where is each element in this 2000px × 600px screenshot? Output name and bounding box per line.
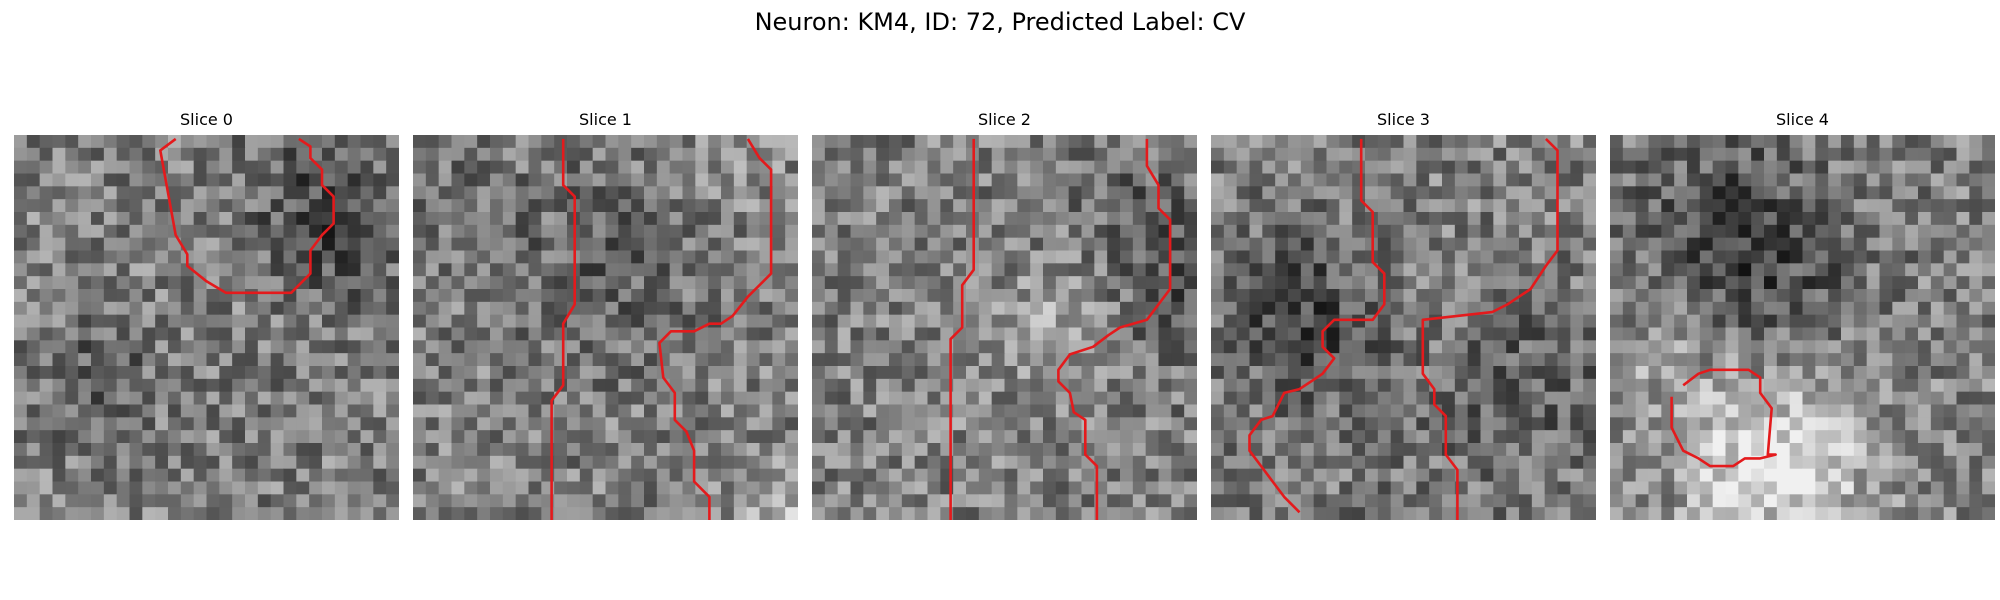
slice-image-0: [14, 135, 399, 520]
pixel-texture: [413, 135, 798, 520]
segmentation-contour-0: [949, 138, 975, 520]
slice-title-2: Slice 2: [978, 110, 1031, 129]
segmentation-contour-1: [658, 138, 773, 520]
slice-panel-4: Slice 4: [1610, 109, 1995, 520]
segmentation-contour-0: [550, 138, 576, 520]
figure-title: Neuron: KM4, ID: 72, Predicted Label: CV: [754, 8, 1246, 36]
segmentation-contour-0: [1670, 368, 1777, 468]
pixel-texture: [812, 135, 1197, 520]
segmentation-contour-0: [1248, 138, 1386, 514]
slice-panel-2: Slice 2: [812, 109, 1197, 520]
pixel-texture: [1211, 135, 1596, 520]
slice-image-4: [1610, 135, 1995, 520]
slice-title-0: Slice 0: [180, 110, 233, 129]
slice-image-3: [1211, 135, 1596, 520]
slice-title-3: Slice 3: [1377, 110, 1430, 129]
slice-panel-3: Slice 3: [1211, 109, 1596, 520]
segmentation-contour-1: [1057, 138, 1172, 520]
segmentation-contour-0: [159, 137, 335, 295]
pixel-texture: [1610, 135, 1995, 520]
slice-title-1: Slice 1: [579, 110, 632, 129]
slice-image-2: [812, 135, 1197, 520]
pixel-texture: [14, 135, 399, 520]
slice-panel-0: Slice 0: [14, 109, 399, 520]
slice-panel-1: Slice 1: [413, 109, 798, 520]
segmentation-contour-1: [1421, 137, 1559, 520]
slice-title-4: Slice 4: [1776, 110, 1829, 129]
slice-image-1: [413, 135, 798, 520]
